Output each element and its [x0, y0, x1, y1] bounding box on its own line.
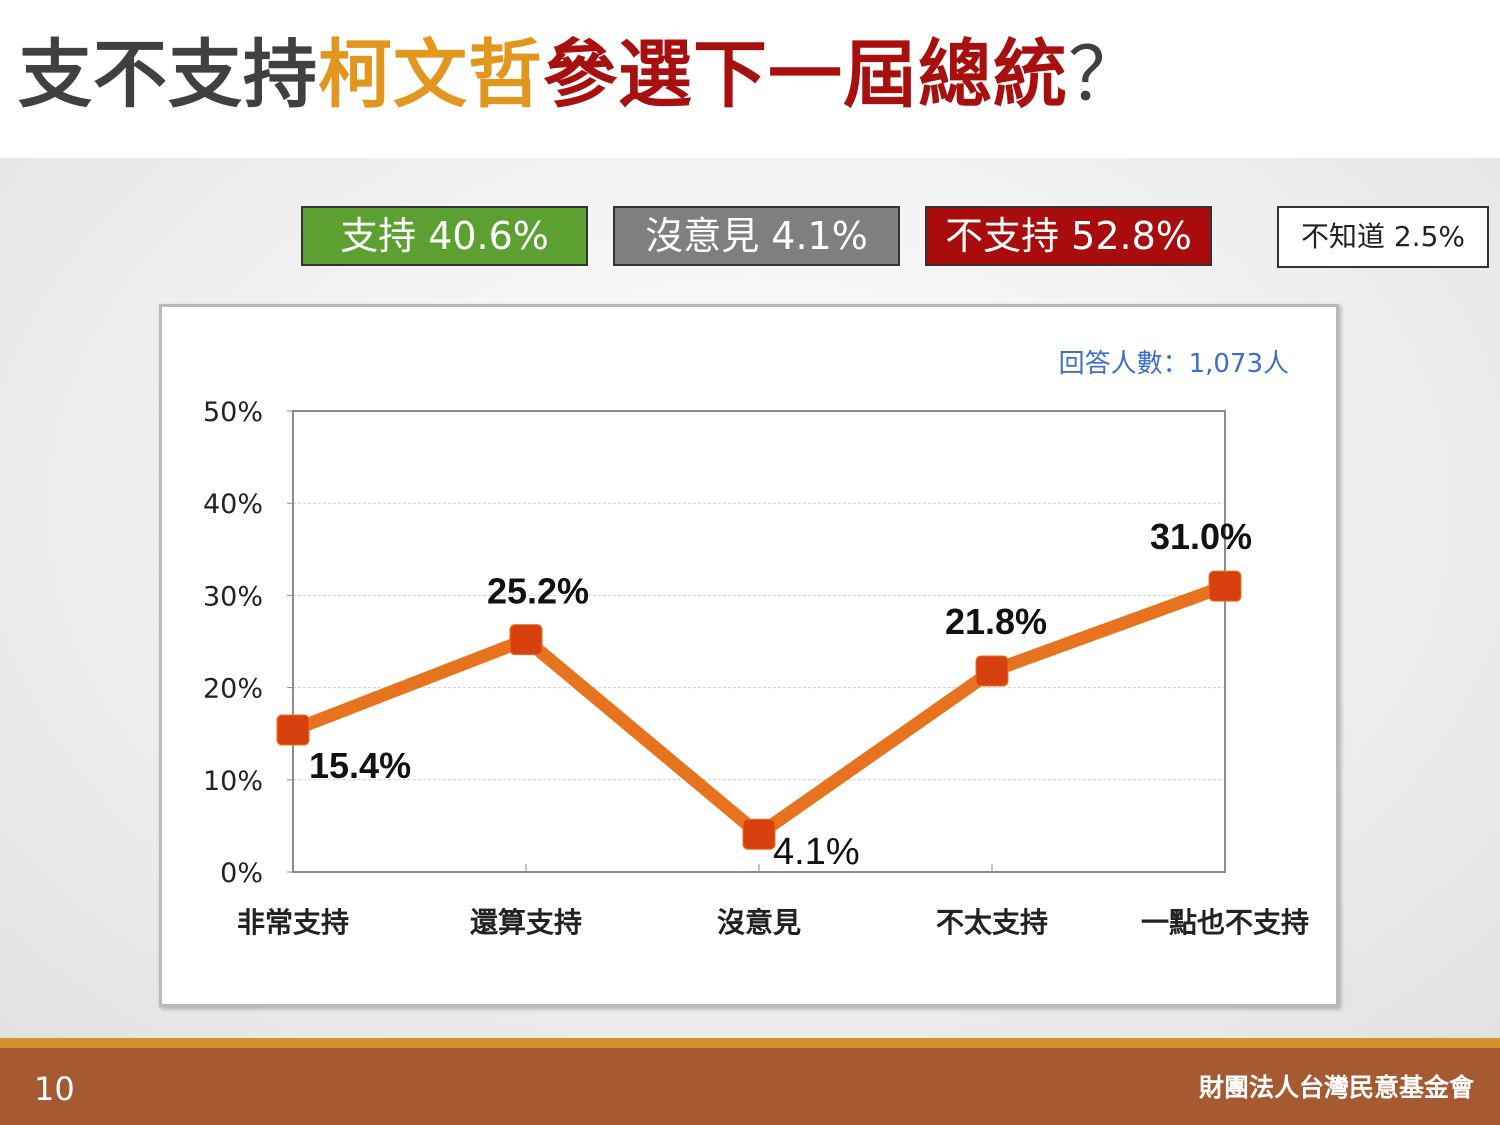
respondents-count: 回答人數：1,073人 [1059, 349, 1289, 379]
data-value-label: 15.4% [309, 745, 411, 786]
slide-title: 支不支持柯文哲參選下一屆總統？ [18, 30, 1143, 120]
chart-panel: 回答人數：1,073人 0% 10% 20% 30% 40% 50% 非常支持 還算支持 沒意見… [159, 304, 1339, 1007]
y-tick-label: 0% [220, 858, 263, 889]
x-category-label: 一點也不支持 [1141, 906, 1309, 939]
summary-no-opinion-box: 沒意見 4.1% [613, 206, 900, 266]
data-point-marker [742, 818, 776, 850]
data-point-marker [509, 624, 543, 656]
line-chart: 回答人數：1,073人 0% 10% 20% 30% 40% 50% 非常支持 還算支持 沒意見… [203, 349, 1309, 939]
title-part-name: 柯文哲 [318, 32, 543, 118]
x-category-label: 還算支持 [470, 906, 582, 939]
y-tick-label: 50% [203, 397, 263, 428]
data-value-label: 4.1% [773, 831, 860, 873]
title-part-election: 參選下一屆總統 [543, 32, 1068, 118]
title-part-question: 支不支持 [18, 32, 318, 118]
y-tick-label: 30% [203, 581, 263, 612]
title-part-mark: ？ [1068, 32, 1143, 118]
data-value-label: 25.2% [487, 571, 589, 612]
data-value-label: 31.0% [1150, 516, 1252, 557]
summary-oppose-box: 不支持 52.8% [925, 206, 1212, 266]
summary-support-box: 支持 40.6% [301, 206, 588, 266]
organization-name: 財團法人台灣民意基金會 [1198, 1073, 1474, 1102]
data-point-marker [276, 714, 310, 746]
data-value-label: 21.8% [945, 601, 1047, 642]
series-line [286, 579, 1232, 841]
data-point-marker [1208, 570, 1242, 602]
y-tick-label: 20% [203, 674, 263, 705]
footer-accent-line [0, 1038, 1500, 1048]
page-number: 10 [34, 1070, 75, 1108]
y-tick-label: 40% [203, 489, 263, 520]
data-point-marker [975, 655, 1009, 687]
x-category-label: 沒意見 [717, 906, 801, 939]
x-category-label: 非常支持 [237, 906, 349, 939]
footer-bar [0, 1048, 1500, 1125]
y-tick-label: 10% [203, 766, 263, 797]
summary-dont-know-box: 不知道 2.5% [1277, 206, 1489, 268]
x-category-label: 不太支持 [936, 906, 1048, 939]
